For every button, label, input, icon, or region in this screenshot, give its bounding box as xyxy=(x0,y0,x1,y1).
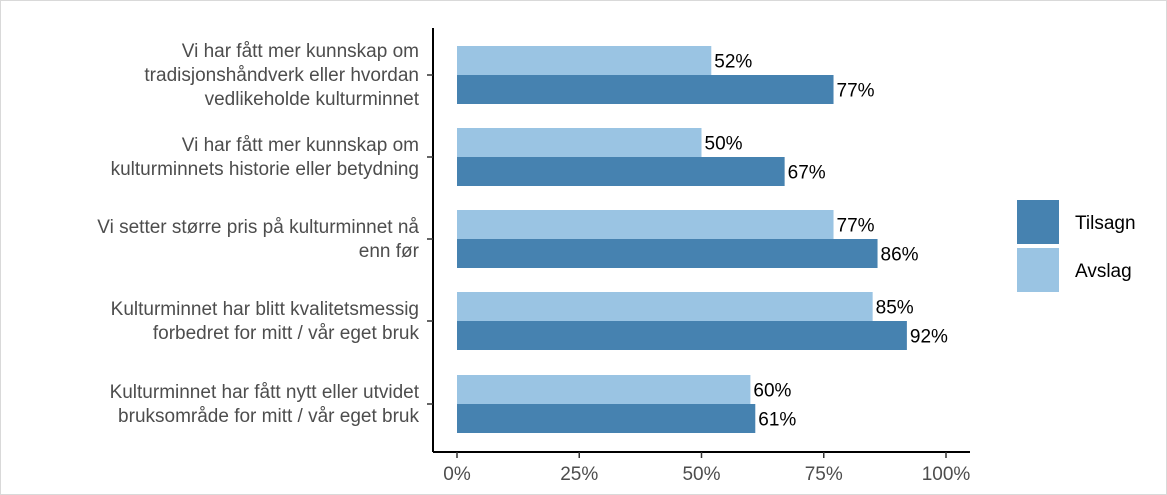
chart-bars xyxy=(457,46,907,433)
bar-tilsagn xyxy=(457,239,878,268)
category-label-line: Vi har fått mer kunnskap om xyxy=(182,135,419,156)
x-tick-label: 25% xyxy=(560,464,598,485)
bar-tilsagn xyxy=(457,157,785,186)
bar-avslag xyxy=(457,292,873,321)
category-label-line: Vi setter større pris på kulturminnet nå xyxy=(97,217,419,238)
data-label-avslag: 52% xyxy=(714,52,752,73)
category-label-line: Kulturminnet har fått nytt eller utvidet xyxy=(110,382,420,403)
data-label-tilsagn: 67% xyxy=(788,163,826,184)
category-label-line: kulturminnets historie eller betydning xyxy=(111,159,419,180)
data-label-tilsagn: 77% xyxy=(837,81,875,102)
data-label-avslag: 85% xyxy=(876,298,914,319)
data-label-avslag: 60% xyxy=(753,381,791,402)
category-label-line: forbedret for mitt / vår eget bruk xyxy=(153,323,420,344)
category-label-line: tradisjonshåndverk eller hvordan xyxy=(144,65,419,86)
category-label: Kulturminnet har fått nytt eller utvidet… xyxy=(110,382,420,427)
bar-tilsagn xyxy=(457,75,834,104)
bar-tilsagn xyxy=(457,321,907,350)
data-label-tilsagn: 92% xyxy=(910,327,948,348)
category-label-line: vedlikeholde kulturminnet xyxy=(205,89,420,110)
x-tick-label: 75% xyxy=(805,464,843,485)
bar-avslag xyxy=(457,128,702,157)
bar-tilsagn xyxy=(457,404,756,433)
legend-swatch xyxy=(1017,248,1059,292)
chart-legend: Tilsagn Avslag xyxy=(1017,200,1136,292)
chart-axes: 0% 25% 50% 75% 100% xyxy=(427,28,970,485)
category-label-line: Vi har fått mer kunnskap om xyxy=(182,41,419,62)
category-label: Vi har fått mer kunnskap om tradisjonshån… xyxy=(144,41,419,110)
x-tick-label: 0% xyxy=(443,464,471,485)
legend-label: Avslag xyxy=(1075,261,1132,282)
bar-avslag xyxy=(457,46,712,75)
bar-avslag xyxy=(457,210,834,239)
legend-swatch xyxy=(1017,200,1059,244)
category-label-line: enn før xyxy=(359,241,420,262)
data-label-tilsagn: 86% xyxy=(881,245,919,266)
x-tick-label: 100% xyxy=(922,464,971,485)
data-label-avslag: 50% xyxy=(705,134,743,155)
category-label: Vi har fått mer kunnskap om kulturminnets… xyxy=(111,135,419,180)
category-label-line: Kulturminnet har blitt kvalitetsmessig xyxy=(111,299,419,320)
legend-label: Tilsagn xyxy=(1075,213,1136,234)
chart-labels: Vi har fått mer kunnskap om tradisjonshån… xyxy=(97,41,948,431)
category-label-line: bruksområde for mitt / vår eget bruk xyxy=(118,406,419,427)
data-label-tilsagn: 61% xyxy=(758,410,796,431)
category-label: Kulturminnet har blitt kvalitetsmessig fo… xyxy=(111,299,420,344)
bar-avslag xyxy=(457,375,751,404)
x-tick-label: 50% xyxy=(682,464,720,485)
data-label-avslag: 77% xyxy=(837,216,875,237)
category-label: Vi setter større pris på kulturminnet nå… xyxy=(97,217,419,262)
